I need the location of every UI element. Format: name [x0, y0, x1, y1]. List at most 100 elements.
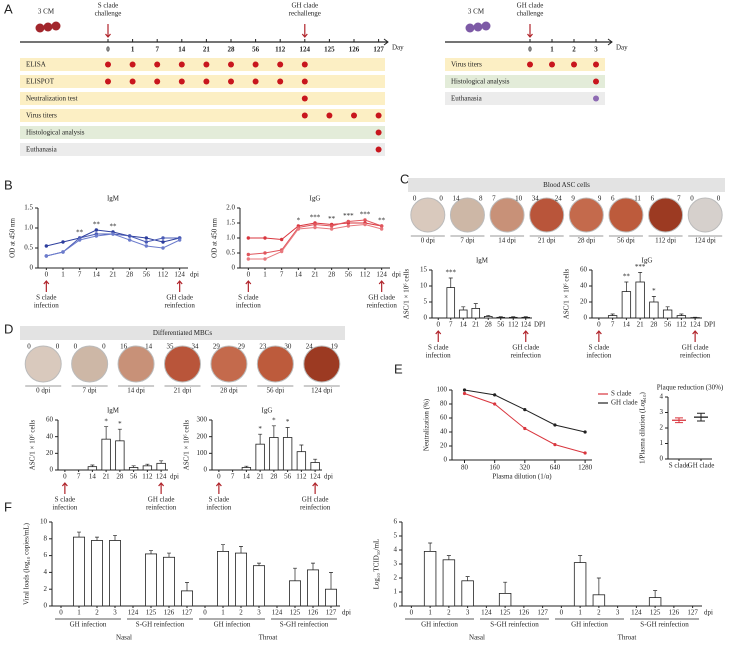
significance: ***	[310, 214, 321, 222]
y-tick-label: 300	[197, 416, 208, 424]
well-count: 6	[651, 195, 655, 203]
x-tick-label: 7	[231, 473, 235, 481]
arrow-label: infection	[52, 504, 77, 512]
y-tick-label: 40	[440, 428, 448, 436]
x-tick-label: 112	[296, 473, 307, 481]
error-bar	[511, 316, 516, 318]
x-tick-label: 0	[437, 321, 441, 329]
significance: ***	[446, 269, 457, 277]
schedule-dot	[375, 112, 382, 119]
y-tick-label: 2	[394, 574, 398, 582]
significance: *	[272, 416, 276, 424]
bar	[289, 580, 301, 607]
x-tick-label: 112	[676, 321, 687, 329]
chart-title: IgM	[107, 195, 120, 203]
significance: *	[652, 287, 656, 295]
x-axis-label: dpi	[392, 271, 401, 279]
x-tick-label: 56	[664, 321, 672, 329]
y-tick-label: 0.5	[24, 244, 33, 252]
x-tick-label: 126	[519, 609, 530, 617]
well-label: 124 dpi	[695, 237, 716, 245]
x-tick-label: 0	[63, 473, 67, 481]
well	[303, 345, 341, 383]
day-label: 0	[106, 46, 110, 54]
bar	[446, 287, 456, 319]
y-tick-label: 8	[44, 534, 48, 542]
error-bar	[465, 576, 470, 581]
bar	[296, 451, 307, 471]
schedule-dot	[301, 95, 308, 102]
schedule-dot	[277, 61, 284, 68]
y-tick-label: 1.5	[24, 204, 33, 212]
x-tick-label: 1	[61, 271, 65, 279]
x-tick-label: 28	[126, 271, 134, 279]
x-tick-label: 0	[247, 271, 251, 279]
y-tick-label: 0	[44, 602, 48, 610]
error-bar	[523, 316, 528, 318]
x-tick-label: 14	[295, 271, 303, 279]
well	[24, 345, 62, 383]
x-tick-label: 1	[263, 271, 267, 279]
arrow-label: GH clade	[148, 496, 175, 504]
x-axis-label: Plasma dilution (1/α)	[492, 473, 552, 481]
x-tick-label: 56	[143, 271, 151, 279]
day-label: 127	[373, 46, 384, 54]
arrow-head	[61, 482, 68, 487]
y-tick-label: 0	[30, 264, 34, 272]
x-tick-label: 112	[142, 473, 153, 481]
arrow-label: infection	[34, 302, 59, 310]
y-tick-label: 4	[44, 568, 48, 576]
well-label: 14 dpi	[498, 237, 516, 245]
bar	[163, 556, 175, 607]
well-count: 0	[56, 343, 60, 351]
well-count: 24	[555, 195, 563, 203]
error-bar	[95, 536, 99, 541]
bar	[235, 552, 247, 607]
well-count: 6	[611, 195, 615, 203]
curve	[464, 393, 586, 454]
bar	[128, 467, 139, 471]
significance: **	[623, 273, 631, 281]
y-tick-label: 0	[232, 264, 236, 272]
schedule-dot	[129, 61, 136, 68]
x-tick-label: 28	[116, 473, 124, 481]
significance: *	[104, 417, 108, 425]
well	[489, 197, 525, 233]
error-bar	[145, 463, 150, 466]
day-label: 126	[349, 46, 360, 54]
error-bar	[461, 306, 466, 310]
x-tick-label: 2	[597, 609, 601, 617]
day-label: 28	[228, 46, 236, 54]
arrow-label: GH clade	[682, 344, 709, 352]
x-tick-label: 640	[550, 464, 561, 472]
x-tick-label: 124	[156, 473, 167, 481]
arrow-label: infection	[236, 302, 261, 310]
y-tick-label: 4	[660, 393, 664, 401]
error-bar	[149, 550, 153, 554]
arrow-label: GH clade	[302, 496, 329, 504]
y-axis-label: ASC/1 × 10⁶ cells	[29, 419, 37, 470]
arrow-label: S clade	[209, 496, 229, 504]
y-tick-label: 0	[584, 314, 588, 322]
x-axis-label: dpi	[342, 609, 351, 617]
error-bar	[113, 535, 117, 541]
y-tick-label: 20	[46, 449, 54, 457]
x-tick-label: 28	[650, 321, 658, 329]
well-count: 11	[634, 195, 641, 203]
y-axis-label: OD at 450 nm	[9, 218, 17, 258]
bar	[87, 466, 98, 471]
arrow-label: reinfection	[165, 302, 196, 310]
x-tick-label: 125	[290, 609, 301, 617]
day-label: 3	[594, 46, 598, 54]
y-axis-label: OD at 450 nm	[211, 218, 219, 258]
x-tick-label: 124	[690, 321, 701, 329]
point	[583, 430, 587, 434]
well-count: 19	[331, 343, 339, 351]
well-count: 23	[259, 343, 267, 351]
arrow-label: infection	[586, 352, 611, 360]
x-tick-label: 124	[174, 271, 185, 279]
well-count: 30	[284, 343, 292, 351]
well-label: 56 dpi	[617, 237, 635, 245]
x-tick-label: 7	[78, 271, 82, 279]
arrow-label: S clade	[36, 294, 56, 302]
